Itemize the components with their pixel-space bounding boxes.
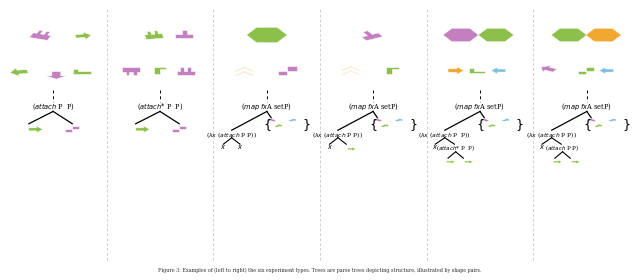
Polygon shape <box>175 30 193 38</box>
Polygon shape <box>447 160 455 164</box>
Text: ($\it{attach}$ P  P): ($\it{attach}$ P P) <box>31 102 75 112</box>
Text: $\}$: $\}$ <box>302 117 311 132</box>
Polygon shape <box>392 125 399 127</box>
Text: ($\it{map}$ $\it{fx}$A setP): ($\it{map}$ $\it{fx}$A setP) <box>241 102 292 112</box>
Polygon shape <box>362 31 383 41</box>
Polygon shape <box>541 65 557 72</box>
Polygon shape <box>288 118 296 122</box>
Polygon shape <box>448 67 464 74</box>
Polygon shape <box>554 160 562 164</box>
Text: $\it{x}$: $\it{x}$ <box>326 143 333 151</box>
Polygon shape <box>47 71 66 79</box>
Text: $\}$: $\}$ <box>515 117 524 132</box>
Polygon shape <box>578 67 594 74</box>
Polygon shape <box>29 126 43 133</box>
Text: ($\it{attach}$* P  P): ($\it{attach}$* P P) <box>436 144 475 153</box>
Polygon shape <box>588 118 596 122</box>
Text: ($\lambda$$\it{x}$ ($\it{attach}$ P P)): ($\lambda$$\it{x}$ ($\it{attach}$ P P)) <box>526 130 577 140</box>
Polygon shape <box>499 127 507 129</box>
Polygon shape <box>572 160 580 164</box>
Polygon shape <box>605 125 614 127</box>
Polygon shape <box>380 124 388 127</box>
Polygon shape <box>599 67 614 74</box>
Polygon shape <box>136 126 150 133</box>
Text: $\{$: $\{$ <box>262 117 271 132</box>
Text: $\it{x}$: $\it{x}$ <box>432 143 438 151</box>
Polygon shape <box>586 28 621 42</box>
Polygon shape <box>246 27 287 43</box>
Polygon shape <box>278 66 297 75</box>
Polygon shape <box>487 124 495 127</box>
Text: ($\it{map}$ $\it{fx}$A setP): ($\it{map}$ $\it{fx}$A setP) <box>561 102 612 112</box>
Text: ($\lambda$$\it{x}$ ($\it{attach}$ P P)): ($\lambda$$\it{x}$ ($\it{attach}$ P P)) <box>206 130 257 140</box>
Text: $\}$: $\}$ <box>622 117 631 132</box>
Polygon shape <box>465 160 473 164</box>
Text: ($\it{attach}$ P P): ($\it{attach}$ P P) <box>545 144 580 153</box>
Polygon shape <box>443 28 479 42</box>
Text: ($\it{attach}$* P  P): ($\it{attach}$* P P) <box>137 102 183 112</box>
Polygon shape <box>608 118 616 122</box>
Polygon shape <box>341 66 360 71</box>
Polygon shape <box>551 28 587 42</box>
Polygon shape <box>29 30 51 40</box>
Text: $\it{x}$: $\it{x}$ <box>220 143 227 151</box>
Polygon shape <box>348 147 356 151</box>
Text: $\{$: $\{$ <box>476 117 484 132</box>
Polygon shape <box>274 124 282 127</box>
Polygon shape <box>285 125 293 127</box>
Polygon shape <box>73 69 91 74</box>
Polygon shape <box>172 126 186 132</box>
Polygon shape <box>392 127 399 129</box>
Polygon shape <box>499 125 507 127</box>
Text: $\{$: $\{$ <box>582 117 591 132</box>
Polygon shape <box>501 118 509 122</box>
Polygon shape <box>268 118 276 122</box>
Polygon shape <box>285 127 293 129</box>
Polygon shape <box>177 67 195 75</box>
Text: $\{$: $\{$ <box>369 117 378 132</box>
Polygon shape <box>10 68 28 76</box>
Polygon shape <box>75 32 92 39</box>
Text: $\it{x}$: $\it{x}$ <box>237 143 243 151</box>
Text: $\it{x}$: $\it{x}$ <box>539 143 545 151</box>
Text: ($\it{map}$ $\it{fx}$A setP): ($\it{map}$ $\it{fx}$A setP) <box>454 102 506 112</box>
Text: ($\lambda$$\it{x}$ ($\it{attach}$ P  P)): ($\lambda$$\it{x}$ ($\it{attach}$ P P)) <box>419 130 471 140</box>
Polygon shape <box>374 118 383 122</box>
Text: ($\it{map}$ $\it{fx}$A setP): ($\it{map}$ $\it{fx}$A setP) <box>348 102 399 112</box>
Polygon shape <box>154 67 166 74</box>
Polygon shape <box>481 118 490 122</box>
Polygon shape <box>65 126 79 132</box>
Polygon shape <box>341 71 360 75</box>
Polygon shape <box>386 67 399 74</box>
Text: Figure 3: Examples of (left to right) the six experiment types. Trees are parse : Figure 3: Examples of (left to right) th… <box>158 268 482 273</box>
Polygon shape <box>394 118 403 122</box>
Polygon shape <box>594 124 602 127</box>
Text: ($\lambda$$\it{x}$ ($\it{attach}$ P P)): ($\lambda$$\it{x}$ ($\it{attach}$ P P)) <box>312 130 364 140</box>
Polygon shape <box>605 127 614 129</box>
Polygon shape <box>234 71 255 76</box>
Polygon shape <box>122 67 140 75</box>
Polygon shape <box>145 31 164 39</box>
Polygon shape <box>478 28 514 42</box>
Text: $\}$: $\}$ <box>408 117 417 132</box>
Polygon shape <box>234 67 255 71</box>
Polygon shape <box>468 68 485 73</box>
Polygon shape <box>491 67 506 74</box>
